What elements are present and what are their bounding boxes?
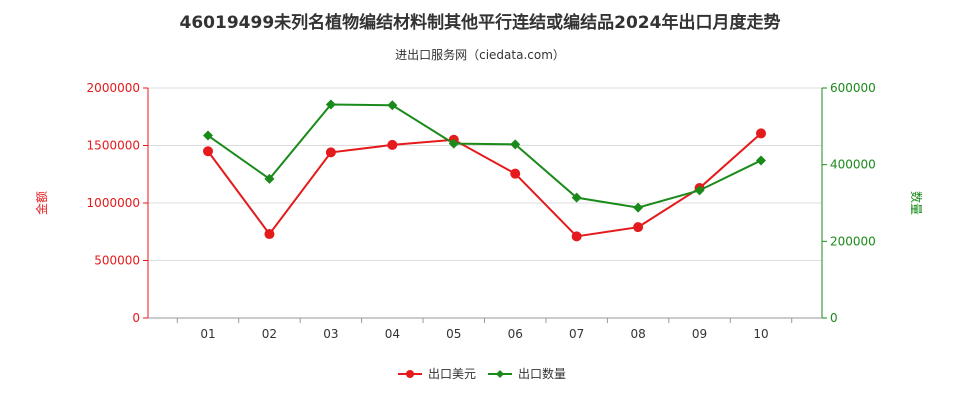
y-right-tick-label: 600000	[830, 81, 876, 95]
data-point	[203, 130, 213, 141]
x-tick-label: 05	[446, 327, 461, 341]
data-point	[448, 138, 459, 149]
x-tick-label: 07	[569, 327, 584, 341]
y-left-tick-label: 1500000	[87, 139, 140, 153]
legend-label: 出口数量	[518, 366, 566, 381]
x-tick-label: 06	[508, 327, 523, 341]
data-point	[633, 222, 644, 233]
series-lines	[203, 99, 766, 242]
y-right-tick-label: 400000	[830, 158, 876, 172]
x-tick-label: 04	[385, 327, 400, 341]
y-left-tick-label: 0	[132, 311, 140, 325]
y-right-tick-label: 0	[830, 311, 838, 325]
y-left-tick-label: 2000000	[87, 81, 140, 95]
data-point	[325, 99, 336, 110]
data-point	[633, 202, 644, 213]
y-axis-left-title: 金额	[34, 191, 49, 215]
x-tick-label: 03	[323, 327, 338, 341]
x-tick-label: 02	[262, 327, 277, 341]
chart-subtitle: 进出口服务网（ciedata.com）	[395, 48, 565, 62]
data-point	[571, 192, 582, 203]
x-tick-label: 08	[630, 327, 645, 341]
y-left-tick-label: 1000000	[87, 196, 140, 210]
x-tick-label: 01	[200, 327, 215, 341]
y-right-tick-label: 200000	[830, 234, 876, 248]
grid-lines	[148, 87, 822, 261]
data-point	[264, 229, 275, 240]
chart-title: 46019499未列名植物编结材料制其他平行连结或编结品2024年出口月度走势	[179, 13, 781, 33]
data-point	[756, 155, 766, 166]
legend: 出口美元 出口数量	[398, 366, 566, 381]
data-point	[387, 100, 398, 111]
data-point	[387, 139, 398, 150]
legend-marker	[406, 370, 414, 378]
data-point	[694, 185, 705, 196]
data-point	[325, 147, 336, 158]
series-line-2	[207, 103, 762, 209]
y-axis-right-title: 数量	[909, 191, 924, 215]
data-point	[510, 139, 521, 150]
y-left-tick-label: 500000	[94, 254, 140, 268]
data-point	[756, 128, 766, 139]
x-tick-label: 09	[692, 327, 707, 341]
series-line-1	[207, 132, 762, 238]
axes: 0 500000 1000000 1500000 2000000 0 200000 40000…	[34, 81, 924, 341]
data-point	[264, 173, 275, 184]
data-point	[203, 146, 213, 157]
legend-label: 出口美元	[428, 367, 476, 381]
data-point	[510, 168, 521, 179]
legend-marker	[496, 370, 504, 378]
data-point	[571, 231, 582, 242]
x-tick-label: 10	[753, 327, 768, 341]
